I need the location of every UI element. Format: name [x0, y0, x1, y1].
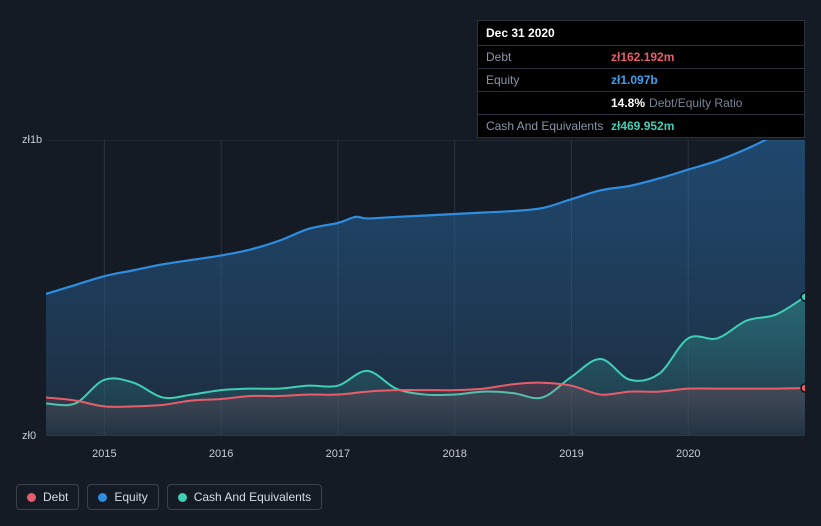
tooltip-row: Debtzł162.192m	[478, 46, 804, 69]
tooltip-value: zł1.097b	[611, 73, 658, 87]
legend-dot-icon	[178, 493, 187, 502]
tooltip-value: zł162.192m	[611, 50, 674, 64]
x-axis-label: 2017	[326, 448, 350, 460]
tooltip-row: 14.8%Debt/Equity Ratio	[478, 92, 804, 115]
tooltip-label: Equity	[486, 73, 611, 87]
x-axis-label: 2016	[209, 448, 233, 460]
tooltip-label	[486, 96, 611, 110]
y-axis-label: zł0	[22, 430, 36, 442]
x-axis-label: 2020	[676, 448, 700, 460]
legend-dot-icon	[98, 493, 107, 502]
legend-label: Debt	[43, 490, 68, 504]
legend-label: Equity	[114, 490, 147, 504]
tooltip-value: 14.8%Debt/Equity Ratio	[611, 96, 742, 110]
legend-label: Cash And Equivalents	[194, 490, 311, 504]
x-axis-label: 2018	[442, 448, 466, 460]
chart-plot[interactable]	[46, 140, 805, 436]
legend-item[interactable]: Debt	[16, 484, 79, 510]
chart-legend: Debt Equity Cash And Equivalents	[16, 484, 322, 510]
chart-area: zł1b zł0 2015 2016 2017 2018 2019 2020	[16, 120, 805, 466]
tooltip-label: Debt	[486, 50, 611, 64]
tooltip-date: Dec 31 2020	[478, 21, 804, 46]
legend-item[interactable]: Cash And Equivalents	[167, 484, 322, 510]
x-axis-label: 2019	[559, 448, 583, 460]
legend-dot-icon	[27, 493, 36, 502]
x-axis-label: 2015	[92, 448, 116, 460]
y-axis-label: zł1b	[22, 134, 42, 146]
x-axis: 2015 2016 2017 2018 2019 2020	[46, 442, 805, 466]
tooltip-row: Equityzł1.097b	[478, 69, 804, 92]
legend-item[interactable]: Equity	[87, 484, 158, 510]
